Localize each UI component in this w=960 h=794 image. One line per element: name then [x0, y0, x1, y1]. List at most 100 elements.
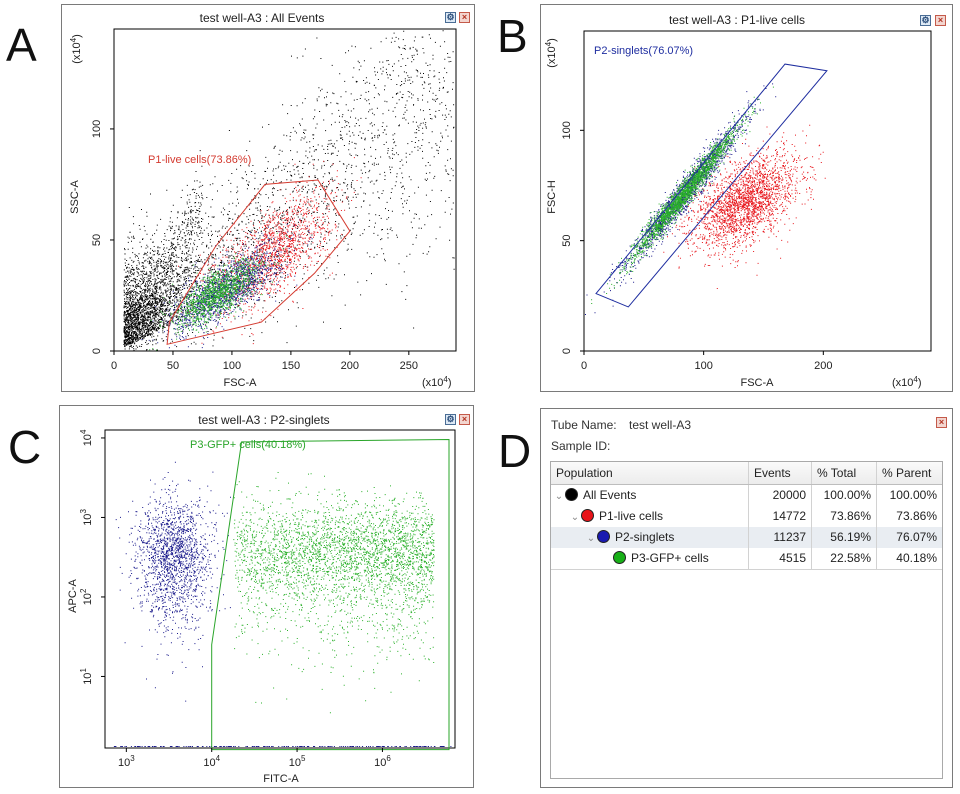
x-tick-label: 200: [341, 360, 359, 372]
x-multiplier: (x104): [422, 375, 452, 389]
p1-dots: [178, 157, 362, 345]
gate-p1-polygon[interactable]: [166, 179, 351, 345]
plot-window-a[interactable]: ⚙ × test well-A3 : All Events P1-live ce…: [61, 4, 475, 392]
events-cell: 4515: [749, 548, 812, 569]
panel-letter-a: A: [6, 19, 37, 71]
plot-window-b[interactable]: ⚙ × test well-A3 : P1-live cells P2-sing…: [540, 4, 953, 392]
population-name: P2-singlets: [615, 530, 675, 544]
scatter-plot-a: test well-A3 : All Events P1-live cells(…: [69, 11, 457, 389]
y-tick-label: 100: [91, 120, 103, 138]
population-name: P3-GFP+ cells: [631, 551, 709, 565]
pct-parent-cell: 40.18%: [896, 551, 937, 565]
x-tick-label: 103: [118, 754, 135, 769]
events-cell: 14772: [749, 506, 812, 527]
column-header-population[interactable]: Population: [551, 462, 749, 484]
population-dot-icon: [581, 509, 594, 522]
plot-window-c[interactable]: ⚙ × test well-A3 : P2-singlets P3-GFP+ c…: [59, 405, 474, 788]
y-axis-label: FSC-H: [546, 180, 558, 214]
close-icon[interactable]: ×: [935, 15, 946, 26]
x-tick-label: 0: [581, 360, 587, 372]
panel-letter-b: B: [497, 10, 528, 62]
gate-p1-label: P1-live cells(73.86%): [148, 154, 251, 166]
x-axis-label: FSC-A: [741, 377, 775, 389]
gate-p2-polygon[interactable]: [595, 63, 828, 308]
scatter-plot-b: test well-A3 : P1-live cells P2-singlets…: [544, 13, 932, 389]
table-row[interactable]: ⌄ P1-live cells 14772 73.86% 73.86%: [551, 506, 942, 527]
x-tick-label: 100: [694, 360, 712, 372]
x-tick-label: 106: [374, 754, 391, 769]
chevron-down-icon[interactable]: ⌄: [586, 533, 596, 544]
pct-total-cell: 73.86%: [812, 506, 877, 527]
p3-gfp-positive-dots: [233, 472, 435, 714]
x-tick-label: 0: [111, 360, 117, 372]
population-dot-icon: [597, 530, 610, 543]
x-tick-label: 104: [203, 754, 220, 769]
pct-total-cell: 56.19%: [812, 527, 877, 548]
options-icon[interactable]: ⚙: [445, 12, 456, 23]
scatter-plot-c: test well-A3 : P2-singlets P3-GFP+ cells…: [67, 413, 456, 785]
y-axis-label: APC-A: [67, 579, 79, 613]
sample-id-label: Sample ID:: [551, 439, 611, 453]
options-icon[interactable]: ⚙: [445, 414, 456, 425]
column-header-pct-total[interactable]: % Total: [812, 462, 877, 484]
x-axis-label: FSC-A: [224, 377, 258, 389]
events-cell: 11237: [749, 527, 812, 548]
event-dots: [123, 30, 455, 351]
panel-letter-c: C: [8, 421, 42, 473]
population-name: P1-live cells: [599, 509, 664, 523]
x-tick-label: 50: [167, 360, 179, 372]
axis-pileup-dots: [113, 746, 452, 747]
p1-dots: [663, 124, 826, 289]
x-tick-label: 250: [400, 360, 418, 372]
pct-total-cell: 22.58%: [812, 548, 877, 569]
tube-name-value: test well-A3: [629, 418, 692, 432]
x-tick-label: 200: [814, 360, 832, 372]
y-axis-label: SSC-A: [69, 180, 81, 214]
x-axis-label: FITC-A: [263, 773, 299, 785]
population-dot-icon: [565, 488, 578, 501]
gate-p2-label: P2-singlets(76.07%): [594, 45, 693, 57]
p2-dots: [141, 218, 313, 349]
tube-name-label: Tube Name:: [551, 418, 617, 432]
chevron-down-icon[interactable]: ⌄: [570, 512, 580, 523]
y-tick-label: 100: [561, 121, 573, 139]
statistics-window[interactable]: × Tube Name: test well-A3 Sample ID: Pop…: [540, 408, 953, 788]
close-icon[interactable]: ×: [936, 417, 947, 428]
plot-title: test well-A3 : P2-singlets: [198, 413, 329, 427]
pct-parent-cell: 100.00%: [889, 488, 937, 502]
plot-title: test well-A3 : All Events: [200, 11, 325, 25]
axes: 0 50 100 150 200 250 0 50 100: [91, 120, 418, 372]
x-multiplier: (x104): [892, 375, 922, 389]
event-dots: [113, 461, 452, 747]
x-tick-label: 150: [282, 360, 300, 372]
column-header-events[interactable]: Events: [749, 462, 812, 484]
events-cell: 20000: [749, 485, 812, 506]
pct-parent-cell: 73.86%: [896, 509, 937, 523]
population-name: All Events: [583, 488, 637, 502]
close-icon[interactable]: ×: [459, 12, 470, 23]
plot-area: [113, 28, 457, 352]
table-row-selected[interactable]: ⌄ P2-singlets 11237 56.19% 76.07%: [551, 527, 942, 548]
y-tick-label: 50: [91, 234, 103, 246]
table-row[interactable]: P3-GFP+ cells 4515 22.58% 40.18%: [551, 548, 942, 570]
x-tick-label: 100: [223, 360, 241, 372]
chevron-down-icon[interactable]: ⌄: [554, 491, 564, 502]
axes: 0 100 200 0 50 100: [561, 121, 832, 372]
population-table: Population Events % Total % Parent ⌄ All …: [550, 461, 943, 779]
table-row[interactable]: ⌄ All Events 20000 100.00% 100.00%: [551, 485, 942, 506]
event-dots: [585, 83, 826, 316]
column-header-pct-parent[interactable]: % Parent: [882, 466, 932, 480]
table-header: Population Events % Total % Parent: [551, 462, 942, 485]
p3-dots: [149, 232, 288, 351]
y-tick-label: 0: [561, 348, 573, 354]
options-icon[interactable]: ⚙: [920, 15, 931, 26]
close-icon[interactable]: ×: [459, 414, 470, 425]
gate-p3-polygon[interactable]: [211, 438, 450, 751]
y-tick-label: 104: [79, 429, 94, 446]
y-tick-label: 102: [79, 588, 94, 605]
y-multiplier: (x104): [544, 38, 558, 68]
population-dot-icon: [613, 551, 626, 564]
x-tick-label: 105: [289, 754, 306, 769]
plot-title: test well-A3 : P1-live cells: [669, 13, 805, 27]
gate-p3-label: P3-GFP+ cells(40.18%): [190, 439, 306, 451]
